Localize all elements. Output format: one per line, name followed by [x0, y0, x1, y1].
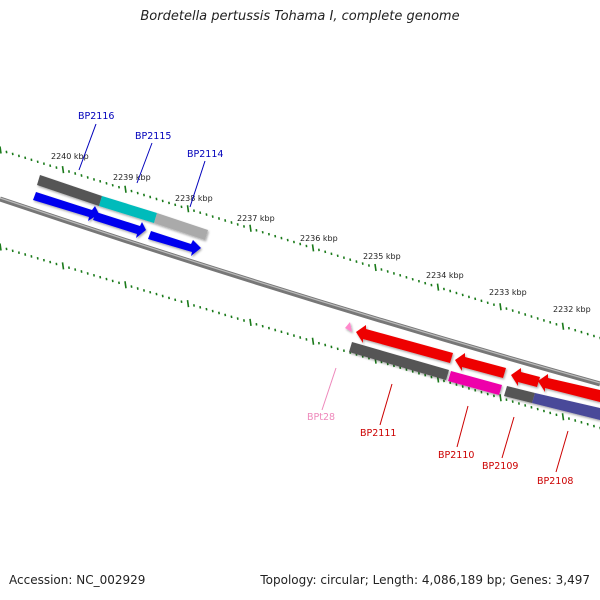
cds-bp2111-arrow[interactable] — [356, 325, 453, 363]
label-bp2109[interactable]: BP2109 — [482, 461, 518, 472]
lower-major-tick — [186, 299, 190, 308]
upper-major-tick — [0, 146, 2, 154]
upper-major-tick — [311, 244, 315, 252]
accession-text: Accession: NC_002929 — [9, 573, 146, 587]
genome-summary-text: Topology: circular; Length: 4,086,189 bp… — [260, 573, 590, 587]
label-leaders — [78, 123, 569, 473]
label-bp2110[interactable]: BP2110 — [438, 450, 474, 461]
gene-bp2116-bar[interactable] — [37, 175, 102, 206]
cds-bp2116-arrow[interactable] — [33, 192, 99, 221]
label-bpt28[interactable]: BPt28 — [307, 412, 335, 423]
scale-label-2240: 2240 kbp — [51, 152, 89, 161]
upper-major-tick — [374, 263, 377, 272]
leader-bp2110 — [456, 405, 469, 448]
leader-bp2116 — [78, 123, 97, 171]
scale-label-2236: 2236 kbp — [300, 234, 338, 243]
label-bp2111[interactable]: BP2111 — [360, 428, 396, 439]
genome-backbone — [0, 196, 600, 387]
minus-strand-genes — [345, 322, 600, 420]
lower-major-tick — [124, 281, 127, 289]
leader-bp2109 — [501, 416, 515, 459]
upper-major-tick — [561, 322, 565, 330]
scale-label-2237: 2237 kbp — [237, 214, 275, 223]
minus-strand-cds — [356, 325, 600, 402]
gene-bp2114-bar[interactable] — [154, 213, 208, 240]
lower-major-tick — [0, 243, 2, 251]
lower-major-tick — [311, 337, 315, 345]
upper-major-tick — [436, 283, 440, 291]
leader-bp2111 — [379, 383, 393, 426]
upper-major-tick — [499, 303, 502, 311]
gene-bp2109-bar[interactable] — [504, 386, 535, 403]
upper-major-tick — [249, 224, 252, 232]
scale-ticks-upper — [0, 146, 600, 340]
label-bp2116[interactable]: BP2116 — [78, 111, 114, 122]
lower-major-tick — [249, 318, 252, 327]
cds-bp2114-arrow[interactable] — [148, 231, 201, 256]
plus-strand-genes — [37, 175, 208, 240]
cds-bp2108-arrow[interactable] — [538, 374, 600, 402]
scale-label-2234: 2234 kbp — [426, 271, 464, 280]
scale-label-2232: 2232 kbp — [553, 305, 591, 314]
cds-bp2110-arrow[interactable] — [455, 353, 506, 378]
lower-major-tick — [61, 262, 65, 270]
cds-bp2115-arrow[interactable] — [93, 212, 146, 238]
gene-bp2115-bar[interactable] — [99, 196, 157, 223]
leader-bp2108 — [555, 430, 569, 473]
leader-bp2114 — [189, 160, 206, 208]
upper-major-tick — [61, 165, 65, 174]
leader-bpt28 — [321, 367, 337, 411]
label-bp2115[interactable]: BP2115 — [135, 131, 171, 142]
label-bp2108[interactable]: BP2108 — [537, 476, 573, 487]
scale-label-2239: 2239 kbp — [113, 173, 151, 182]
scale-labels: 2240 kbp 2239 kbp 2238 kbp 2237 kbp 2236… — [51, 152, 591, 314]
gene-bp2110-bar[interactable] — [448, 371, 502, 395]
map-title: Bordetella pertussis Tohama I, complete … — [140, 9, 460, 24]
scale-label-2235: 2235 kbp — [363, 252, 401, 261]
cds-bp2109-arrow[interactable] — [511, 368, 540, 387]
upper-major-tick — [124, 185, 127, 193]
gene-bpt28-bar[interactable] — [345, 322, 352, 332]
lower-major-tick — [561, 413, 565, 421]
scale-ticks-lower — [0, 243, 600, 430]
scale-label-2238: 2238 kbp — [175, 194, 213, 203]
scale-label-2233: 2233 kbp — [489, 288, 527, 297]
gene-bp2111-bar[interactable] — [349, 342, 449, 380]
gene-bp2108-bar[interactable] — [532, 393, 600, 420]
lower-major-tick — [499, 394, 502, 402]
upper-major-tick — [186, 205, 190, 213]
gene-labels: BP2116 BP2115 BP2114 BPt28 BP2111 BP2110… — [78, 111, 573, 487]
leader-bp2115 — [136, 142, 153, 184]
plus-strand-cds — [33, 192, 201, 256]
label-bp2114[interactable]: BP2114 — [187, 149, 223, 160]
genome-backbone-highlight — [0, 197, 600, 384]
